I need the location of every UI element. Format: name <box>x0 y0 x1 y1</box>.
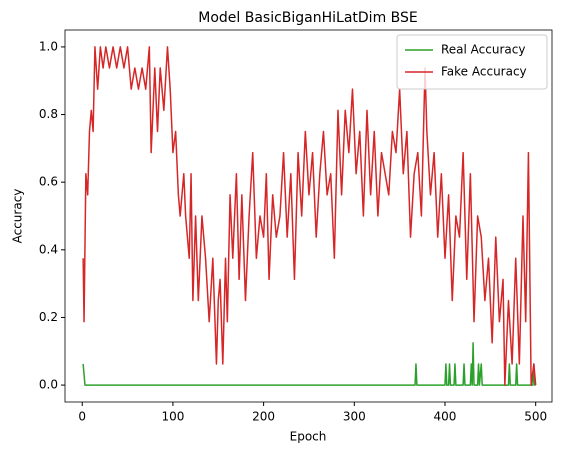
x-tick-label: 500 <box>524 410 547 424</box>
x-tick-label: 200 <box>252 410 275 424</box>
y-axis-label: Accuracy <box>11 189 25 244</box>
x-axis-label: Epoch <box>290 430 327 444</box>
x-tick-label: 0 <box>78 410 86 424</box>
y-tick-label: 0.6 <box>39 175 58 189</box>
x-tick-label: 300 <box>343 410 366 424</box>
line-series <box>82 46 537 386</box>
x-tick-label: 400 <box>434 410 457 424</box>
chart-title: Model BasicBiganHiLatDim BSE <box>198 10 418 26</box>
plot-frame <box>64 29 553 403</box>
legend-label: Fake Accuracy <box>441 65 527 79</box>
y-tick-label: 0.2 <box>39 310 58 324</box>
y-tick-label: 0.8 <box>39 107 58 121</box>
legend-label: Real Accuracy <box>441 43 525 57</box>
x-tick-label: 100 <box>161 410 184 424</box>
legend-box <box>396 34 548 90</box>
y-tick-label: 0.4 <box>39 242 58 256</box>
y-tick-label: 0.0 <box>39 378 58 392</box>
y-tick-label: 1.0 <box>39 39 58 53</box>
line-series <box>82 342 536 386</box>
